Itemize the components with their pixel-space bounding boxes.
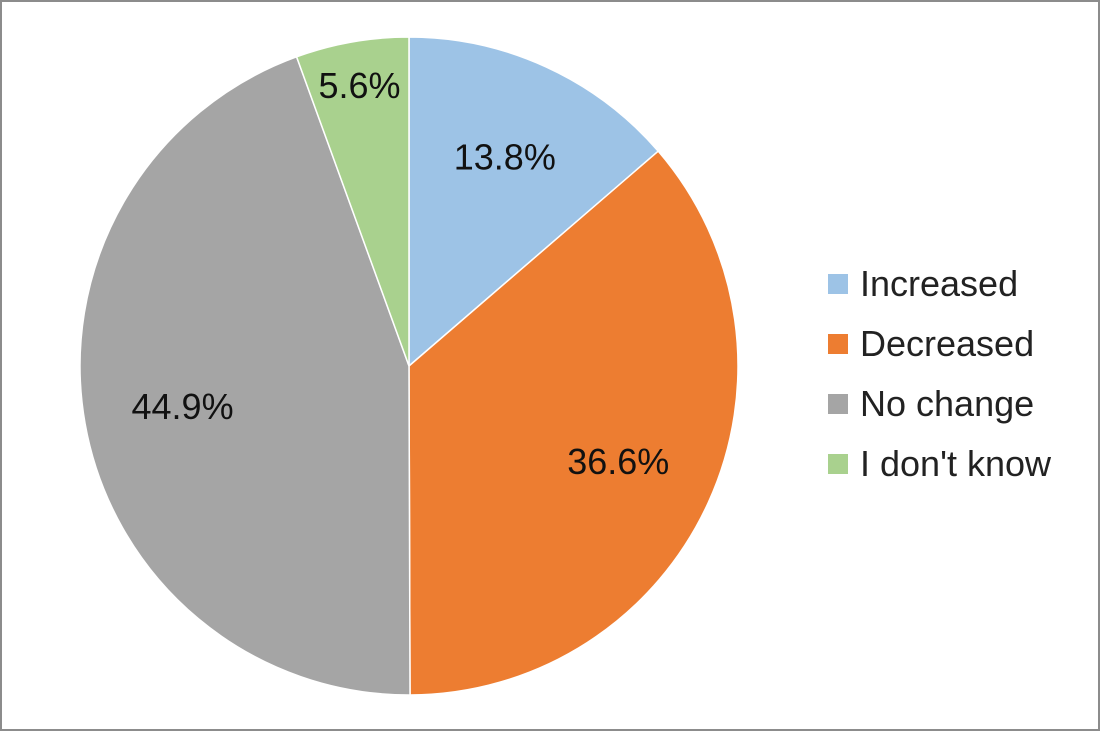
data-label-dont-know: 5.6% [319,65,401,106]
pie-data-labels: 13.8% 36.6% 44.9% 5.6% [132,65,670,482]
legend-label-decreased: Decreased [860,323,1035,364]
data-label-no-change: 44.9% [132,386,234,427]
pie-slice-increased [408,36,660,368]
legend-item-decreased: Decreased [828,314,1051,374]
legend-swatch-no-change [828,394,848,414]
legend-label-dont-know: I don't know [860,443,1051,484]
legend-item-increased: Increased [828,254,1051,314]
pie-slice-dont-know [295,36,410,367]
legend-item-dont-know: I don't know [828,434,1051,494]
pie-slice-decreased [408,150,739,696]
data-label-increased: 13.8% [454,136,556,177]
legend: Increased Decreased No change I don't kn… [828,254,1051,494]
legend-swatch-increased [828,274,848,294]
legend-label-no-change: No change [860,383,1035,424]
legend-swatch-decreased [828,334,848,354]
legend-item-no-change: No change [828,374,1051,434]
legend-swatch-dont-know [828,454,848,474]
legend-label-increased: Increased [860,263,1019,304]
pie-slices [79,36,739,696]
data-label-decreased: 36.6% [567,441,669,482]
pie-slice-no-change [79,55,411,696]
